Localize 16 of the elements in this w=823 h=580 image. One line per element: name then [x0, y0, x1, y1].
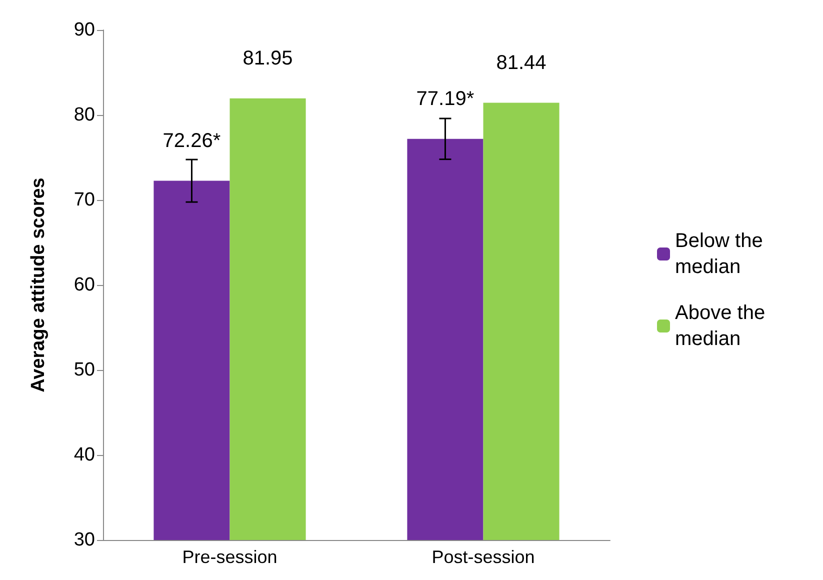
data-label: 72.26*	[162, 130, 221, 152]
x-tick-label: Pre-session	[182, 547, 278, 567]
legend-label: Below the median	[675, 230, 768, 278]
data-label: 77.19*	[416, 88, 474, 110]
y-axis-title: Average attitude scores	[28, 178, 49, 392]
y-tick-label: 60	[74, 274, 95, 296]
data-label: 81.95	[242, 47, 293, 70]
y-tick-label: 30	[74, 530, 95, 550]
legend-label: Above the median	[675, 302, 771, 350]
y-tick-label: 40	[74, 444, 95, 466]
y-tick-label: 80	[74, 104, 95, 126]
data-label: 81.44	[496, 52, 546, 74]
y-tick-label: 50	[74, 360, 95, 380]
y-tick-label: 70	[74, 190, 95, 210]
x-tick-label: Post-session	[432, 547, 535, 567]
y-tick-label: 90	[74, 20, 95, 40]
